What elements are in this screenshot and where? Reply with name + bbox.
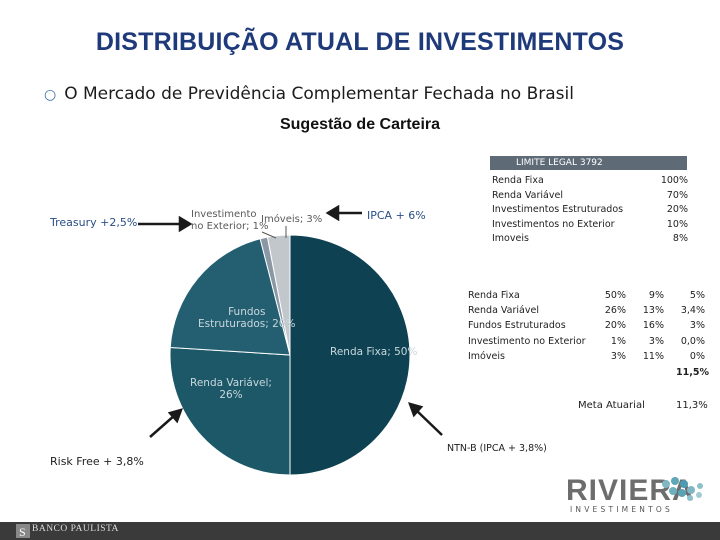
bullet-icon: ○ [44, 87, 57, 103]
subtitle: ○ O Mercado de Previdência Complementar F… [44, 84, 574, 104]
allocation-cell-c3: 0% [689, 350, 705, 362]
subtitle-text: O Mercado de Previdência Complementar Fe… [64, 84, 574, 104]
allocation-cell-c2: 11% [642, 350, 664, 362]
arrows [138, 204, 443, 438]
allocation-cell-c1: 26% [604, 305, 626, 317]
allocation-cell-name: Investimento no Exterior [468, 335, 586, 347]
footer-brand: BANCO PAULISTA [32, 524, 119, 534]
limits-row: Imoveis 8% [492, 233, 688, 244]
pie-slice-renda-variavel [169, 346, 291, 476]
svg-text:S: S [19, 525, 26, 538]
allocation-total: 11,5% [676, 367, 709, 378]
allocation-cell-c3: 0,0% [680, 335, 705, 347]
limits-row: Renda Variável 70% [492, 190, 688, 201]
allocation-cell-c2: 13% [642, 305, 664, 317]
pie-slice-fundos [169, 238, 291, 356]
pie-label-exterior: Investimento no Exterior; 1% [191, 209, 268, 233]
allocation-cell-c1: 1% [610, 335, 626, 347]
pie-label-fundos-line2: Estruturados; 20% [198, 318, 296, 330]
limits-row: Investimentos no Exterior 10% [492, 219, 688, 230]
pie-slice-renda-fixa [289, 234, 411, 476]
page-title: DISTRIBUIÇÃO ATUAL DE INVESTIMENTOS [95, 28, 625, 56]
allocation-cell-c3: 3% [689, 320, 705, 332]
pie-label-renda-variavel-line2: 26% [219, 389, 243, 401]
allocation-cell-name: Renda Variável [468, 305, 539, 317]
limits-row-name: Investimentos Estruturados [492, 204, 624, 216]
pie-label-fundos-line1: Fundos [228, 306, 266, 318]
limits-row-value: 10% [666, 218, 688, 230]
pie-label-imoveis: Imóveis; 3% [261, 214, 323, 225]
allocation-cell-c2: 16% [642, 320, 664, 332]
limits-row: Renda Fixa 100% [492, 175, 688, 186]
allocation-cell-c2: 3% [648, 335, 664, 347]
arrow-treasury-head [178, 215, 193, 233]
footer-bar [0, 522, 720, 540]
callout-treasury: Treasury +2,5% [50, 216, 138, 229]
allocation-cell-c3: 3,4% [680, 305, 705, 317]
limits-row-name: Renda Fixa [492, 175, 544, 186]
arrow-risk-free-head [167, 408, 183, 424]
pie-label-exterior-line1: Investimento [191, 209, 257, 220]
allocation-cell-name: Imóveis [468, 350, 505, 362]
allocation-cell-name: Renda Fixa [468, 290, 520, 301]
pie-label-exterior-line2: no Exterior; 1% [191, 221, 269, 232]
arrow-ntnb-head [408, 402, 424, 418]
limits-header: LIMITE LEGAL 3792 [490, 156, 687, 170]
allocation-cell-c1: 50% [604, 290, 626, 301]
banco-paulista-logo-icon: S [16, 524, 30, 538]
limits-row-value: 20% [666, 204, 688, 216]
pie-label-renda-variavel: Renda Variável; 26% [190, 377, 272, 401]
riviera-logo-icon [662, 477, 703, 501]
limits-row-name: Renda Variável [492, 189, 563, 201]
limits-row-name: Imoveis [492, 233, 529, 245]
allocation-cell-c1: 20% [604, 320, 626, 332]
pie-label-fundos: Fundos Estruturados; 20% [198, 306, 296, 330]
pie-slices [169, 226, 411, 476]
riviera-logo-subtitle: INVESTIMENTOS [570, 505, 673, 514]
pie-label-renda-fixa: Renda Fixa; 50% [330, 346, 418, 358]
meta-atuarial-label: Meta Atuarial [578, 400, 645, 411]
limits-row-name: Investimentos no Exterior [492, 218, 615, 230]
limits-row-value: 8% [672, 233, 688, 245]
portfolio-title: Sugestão de Carteira [279, 116, 441, 133]
limits-row-value: 70% [666, 189, 688, 201]
meta-atuarial-value: 11,3% [676, 400, 708, 411]
limits-row-value: 100% [660, 175, 688, 186]
callout-risk-free: Risk Free + 3,8% [50, 455, 144, 468]
pie-slice-imoveis [266, 234, 291, 356]
callout-ipca: IPCA + 6% [367, 209, 426, 222]
allocation-cell-c2: 9% [648, 290, 664, 301]
allocation-cell-c3: 5% [689, 290, 705, 301]
pie-label-renda-variavel-line1: Renda Variável; [190, 377, 272, 389]
allocation-cell-c1: 3% [610, 350, 626, 362]
allocation-cell-name: Fundos Estruturados [468, 320, 566, 332]
arrow-ipca-head [325, 204, 340, 222]
ntnb-label: NTN-B (IPCA + 3,8%) [447, 443, 547, 454]
arrow-risk-free [149, 414, 176, 438]
limits-row: Investimentos Estruturados 20% [492, 204, 688, 215]
arrow-ntnb [415, 409, 443, 436]
pie-leader-exterior [261, 231, 277, 239]
